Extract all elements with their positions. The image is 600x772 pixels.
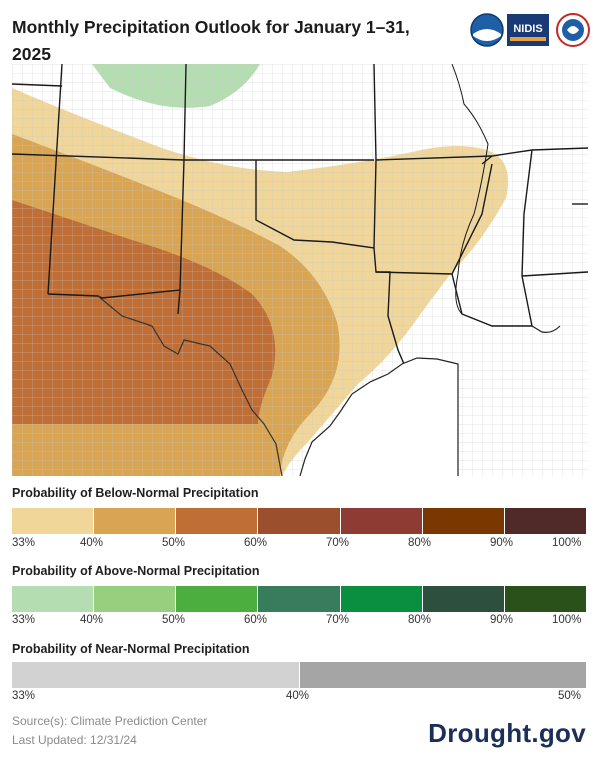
below-normal-ticks: 33% 40% 50% 60% 70% 80% 90% 100% — [12, 537, 586, 553]
mississippi-river — [451, 64, 489, 315]
near-normal-ticks: 33% 40% 50% — [12, 690, 586, 706]
near-normal-legend-title: Probability of Near-Normal Precipitation — [12, 642, 250, 656]
near-33-40-swatch — [12, 662, 300, 688]
tick-label: 40% — [286, 690, 310, 702]
tick-label: 40% — [80, 537, 104, 549]
below-60-70-swatch — [258, 508, 341, 534]
below-33-40-swatch — [12, 508, 95, 534]
below-normal-color-bar — [12, 508, 586, 534]
tick-label: 33% — [12, 690, 36, 702]
below-80-90-swatch — [422, 508, 505, 534]
below-70-80-swatch — [340, 508, 423, 534]
tick-label: 40% — [80, 614, 104, 626]
below-50-60-swatch — [176, 508, 259, 534]
source-text: Source(s): Climate Prediction Center — [12, 714, 208, 728]
noaa-logo — [470, 13, 504, 47]
near-40-50-swatch — [299, 662, 586, 688]
logo-group: NIDIS — [470, 13, 590, 47]
tick-label: 60% — [244, 537, 268, 549]
tick-label: 100% — [552, 614, 582, 626]
tick-label: 90% — [490, 537, 514, 549]
tick-label: 100% — [552, 537, 582, 549]
tick-label: 50% — [558, 690, 582, 702]
above-normal-ticks: 33% 40% 50% 60% 70% 80% 90% 100% — [12, 614, 586, 630]
above-normal-color-bar — [12, 586, 586, 612]
above-33-40-swatch — [12, 586, 95, 612]
tick-label: 80% — [408, 537, 432, 549]
precipitation-outlook-map — [12, 64, 588, 476]
tick-label: 70% — [326, 537, 350, 549]
below-40-50-swatch — [94, 508, 177, 534]
above-50-60-swatch — [176, 586, 259, 612]
tick-label: 33% — [12, 537, 36, 549]
nws-logo — [556, 13, 590, 47]
above-40-50-swatch — [94, 586, 177, 612]
drought-gov-link[interactable]: Drought.gov — [428, 718, 586, 748]
tick-label: 60% — [244, 614, 268, 626]
svg-text:NIDIS: NIDIS — [513, 23, 542, 35]
above-60-70-swatch — [258, 586, 341, 612]
tick-label: 80% — [408, 614, 432, 626]
above-90-100-swatch — [504, 586, 586, 612]
coastline — [299, 325, 561, 476]
tick-label: 50% — [162, 537, 186, 549]
tick-label: 33% — [12, 614, 36, 626]
above-normal-legend-title: Probability of Above-Normal Precipitatio… — [12, 564, 260, 578]
above-70-80-swatch — [340, 586, 423, 612]
below-90-100-swatch — [504, 508, 586, 534]
above-80-90-swatch — [422, 586, 505, 612]
nidis-logo: NIDIS — [507, 14, 549, 46]
page-title: Monthly Precipitation Outlook for Januar… — [12, 17, 410, 64]
tick-label: 50% — [162, 614, 186, 626]
international-border — [97, 295, 283, 476]
tick-label: 70% — [326, 614, 350, 626]
tick-label: 90% — [490, 614, 514, 626]
near-normal-color-bar — [12, 662, 586, 688]
county-lines — [12, 64, 588, 476]
below-normal-legend-title: Probability of Below-Normal Precipitatio… — [12, 486, 259, 500]
last-updated-text: Last Updated: 12/31/24 — [12, 733, 137, 747]
